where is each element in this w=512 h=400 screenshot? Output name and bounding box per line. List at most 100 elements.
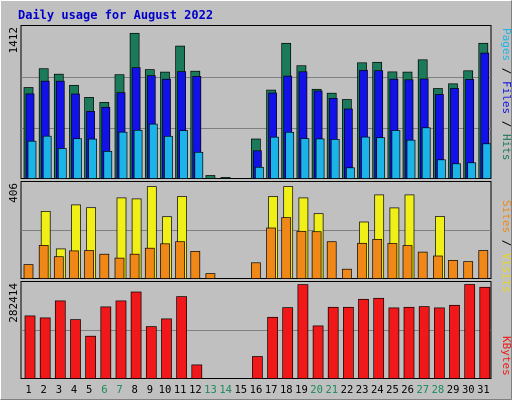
bar-pages-day-7	[118, 131, 128, 179]
bar-pages-day-18	[285, 131, 295, 179]
bar-hits-day-13	[205, 175, 216, 179]
bar-kbytes-day-7	[115, 300, 127, 379]
bar-pages-day-26	[406, 139, 416, 179]
bar-kbytes-day-8	[130, 291, 142, 379]
bottom-max-label: 282414	[7, 283, 20, 323]
bar-pages-day-2	[42, 135, 52, 179]
bar-pages-day-6	[103, 151, 113, 179]
x-tick-label: 7	[116, 384, 122, 396]
x-tick-label: 19	[295, 384, 308, 396]
bar-sites-day-9	[144, 247, 155, 279]
bar-pages-day-30	[467, 162, 477, 179]
x-tick-label: 2	[41, 384, 47, 396]
bar-sites-day-27	[417, 251, 428, 279]
bar-kbytes-day-21	[327, 306, 339, 379]
bar-sites-day-29	[448, 260, 458, 279]
x-tick-label: 4	[71, 384, 77, 396]
bar-sites-day-4	[69, 250, 79, 279]
bar-pages-day-31	[482, 143, 492, 179]
bar-kbytes-day-4	[70, 319, 81, 379]
bar-sites-day-25	[387, 243, 398, 279]
x-tick-label: 27	[416, 384, 429, 396]
bar-kbytes-day-26	[403, 306, 415, 379]
x-tick-label: 12	[189, 384, 202, 396]
legend-files: Files	[500, 81, 512, 114]
x-tick-label: 24	[371, 384, 384, 396]
bar-sites-day-7	[114, 257, 125, 279]
bar-sites-day-3	[53, 256, 64, 279]
bar-sites-day-30	[463, 261, 474, 279]
bar-pages-day-10	[164, 135, 173, 179]
legend-sites: Sites	[500, 200, 512, 233]
x-tick-label: 26	[401, 384, 414, 396]
bar-sites-day-16	[251, 262, 261, 279]
bar-kbytes-day-17	[267, 316, 278, 379]
bar-sites-day-1	[23, 264, 34, 279]
bar-sites-day-12	[190, 251, 201, 279]
bar-sites-day-23	[357, 242, 367, 279]
top-max-label: 1412	[7, 27, 20, 54]
legend-sep: /	[500, 61, 512, 81]
x-tick-label: 14	[219, 384, 232, 396]
bar-kbytes-day-6	[100, 306, 112, 379]
bar-pages-day-5	[88, 138, 97, 179]
bar-kbytes-day-28	[434, 307, 445, 379]
bar-sites-day-28	[433, 255, 443, 279]
legend-middle: Sites / Visits	[500, 200, 512, 293]
bar-sites-day-17	[266, 227, 276, 279]
bar-kbytes-day-30	[464, 284, 476, 379]
bar-pages-day-8	[133, 129, 143, 179]
bar-sites-day-19	[296, 230, 307, 279]
bar-kbytes-day-16	[252, 356, 263, 379]
bar-kbytes-day-10	[161, 318, 172, 379]
bars	[23, 32, 492, 379]
bar-pages-day-22	[346, 167, 355, 179]
bar-kbytes-day-20	[312, 325, 324, 379]
legend-top: Pages / Files / Hits	[500, 28, 512, 161]
x-tick-label: 21	[325, 384, 338, 396]
bar-kbytes-day-31	[479, 286, 491, 379]
bar-pages-day-4	[73, 138, 82, 179]
bar-sites-day-11	[175, 241, 185, 279]
bar-pages-day-25	[391, 130, 401, 179]
bar-pages-day-20	[315, 138, 325, 179]
x-tick-label: 8	[132, 384, 138, 396]
bar-sites-day-20	[311, 231, 322, 279]
bar-sites-day-31	[478, 250, 489, 279]
bar-pages-day-3	[57, 148, 67, 179]
x-tick-label: 10	[159, 384, 172, 396]
bar-kbytes-day-1	[24, 315, 36, 379]
bar-pages-day-27	[421, 127, 431, 179]
middle-max-label: 406	[7, 183, 20, 203]
x-tick-label: 16	[250, 384, 263, 396]
bar-sites-day-8	[129, 253, 140, 279]
bar-kbytes-day-25	[388, 307, 400, 379]
legend-visits: Visits	[500, 253, 512, 293]
bar-sites-day-6	[99, 253, 110, 279]
x-tick-label: 3	[56, 384, 62, 396]
legend-kbytes: KBytes	[500, 336, 512, 376]
bar-pages-day-24	[376, 137, 386, 179]
bar-kbytes-day-2	[39, 317, 51, 379]
bar-kbytes-day-24	[373, 297, 385, 379]
bar-hits-day-14	[220, 177, 231, 179]
bar-pages-day-1	[27, 140, 37, 179]
x-tick-label: 17	[265, 384, 278, 396]
bar-pages-day-11	[179, 130, 188, 179]
x-tick-label: 9	[147, 384, 153, 396]
x-tick-label: 15	[234, 384, 247, 396]
bar-kbytes-day-9	[145, 326, 157, 379]
bar-kbytes-day-22	[343, 306, 354, 379]
bar-sites-day-2	[38, 245, 49, 279]
x-tick-label: 25	[386, 384, 399, 396]
bar-kbytes-day-18	[282, 307, 294, 379]
x-tick-label: 28	[432, 384, 445, 396]
bar-kbytes-day-29	[449, 304, 460, 379]
legend-hits: Hits	[500, 134, 512, 161]
x-tick-label: 13	[204, 384, 217, 396]
bar-kbytes-day-27	[418, 306, 430, 379]
bar-sites-day-5	[84, 250, 94, 279]
x-axis-labels: 1 2 3 4 5 6 7 8 9 10 11 12 13 14 15 16 17 18 19 20 21 22 23 24 2…	[25, 384, 489, 396]
bar-pages-day-16	[255, 166, 264, 179]
